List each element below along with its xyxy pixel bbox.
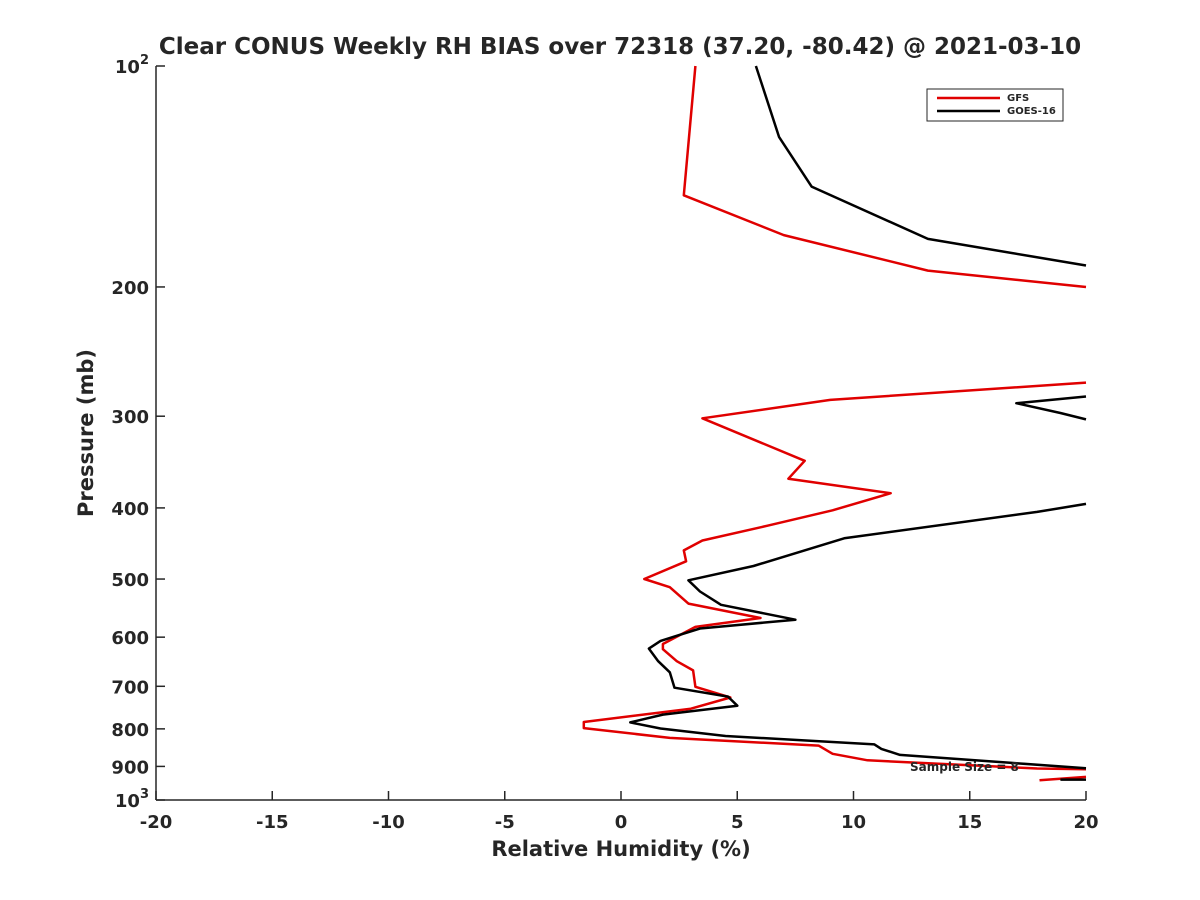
axes-layer: -20 -15 -10 -5 0 5 10 15 20 102 200 300 400 500 600 700… bbox=[111, 53, 1098, 833]
chart-title: Clear CONUS Weekly RH BIAS over 72318 (3… bbox=[159, 34, 1081, 60]
y-tick-label: 400 bbox=[111, 499, 149, 520]
x-tick-label: -10 bbox=[372, 812, 405, 833]
x-tick-label: -5 bbox=[495, 812, 515, 833]
legend-box bbox=[926, 88, 1064, 122]
series-line-gfs-segment-1 bbox=[582, 381, 1087, 771]
x-tick-label: -15 bbox=[256, 812, 289, 833]
y-tick-label: 700 bbox=[111, 677, 149, 698]
x-axis-label: Relative Humidity (%) bbox=[491, 837, 750, 861]
y-tick-label: 500 bbox=[111, 570, 149, 591]
series-layer bbox=[582, 65, 1087, 782]
y-tick-label: 900 bbox=[111, 757, 149, 778]
y-tick-label: 200 bbox=[111, 278, 149, 299]
x-tick-label: -20 bbox=[140, 812, 173, 833]
series-line-goes16-segment-2 bbox=[629, 502, 1087, 770]
y-tick-label: 800 bbox=[111, 720, 149, 741]
y-tick-label: 600 bbox=[111, 628, 149, 649]
x-tick-label: 15 bbox=[957, 812, 982, 833]
series-line-goes16-segment-1 bbox=[1015, 395, 1087, 421]
y-axis-label: Pressure (mb) bbox=[74, 349, 98, 517]
y-tick-label: 102 bbox=[115, 53, 149, 78]
y-tick-label: 103 bbox=[115, 787, 149, 812]
x-tick-label: 5 bbox=[731, 812, 744, 833]
x-tick-label: 20 bbox=[1073, 812, 1098, 833]
legend: GFS GOES-16 bbox=[926, 88, 1064, 122]
x-tick-label: 10 bbox=[841, 812, 866, 833]
sample-size-annotation: Sample Size = 8 bbox=[910, 760, 1019, 774]
legend-label-goes16: GOES-16 bbox=[1007, 106, 1056, 117]
x-tick-label: 0 bbox=[615, 812, 628, 833]
series-line-goes16-segment-0 bbox=[754, 65, 1087, 267]
series-line-gfs-segment-0 bbox=[682, 65, 1087, 289]
y-tick-label: 300 bbox=[111, 407, 149, 428]
legend-label-gfs: GFS bbox=[1007, 93, 1029, 104]
